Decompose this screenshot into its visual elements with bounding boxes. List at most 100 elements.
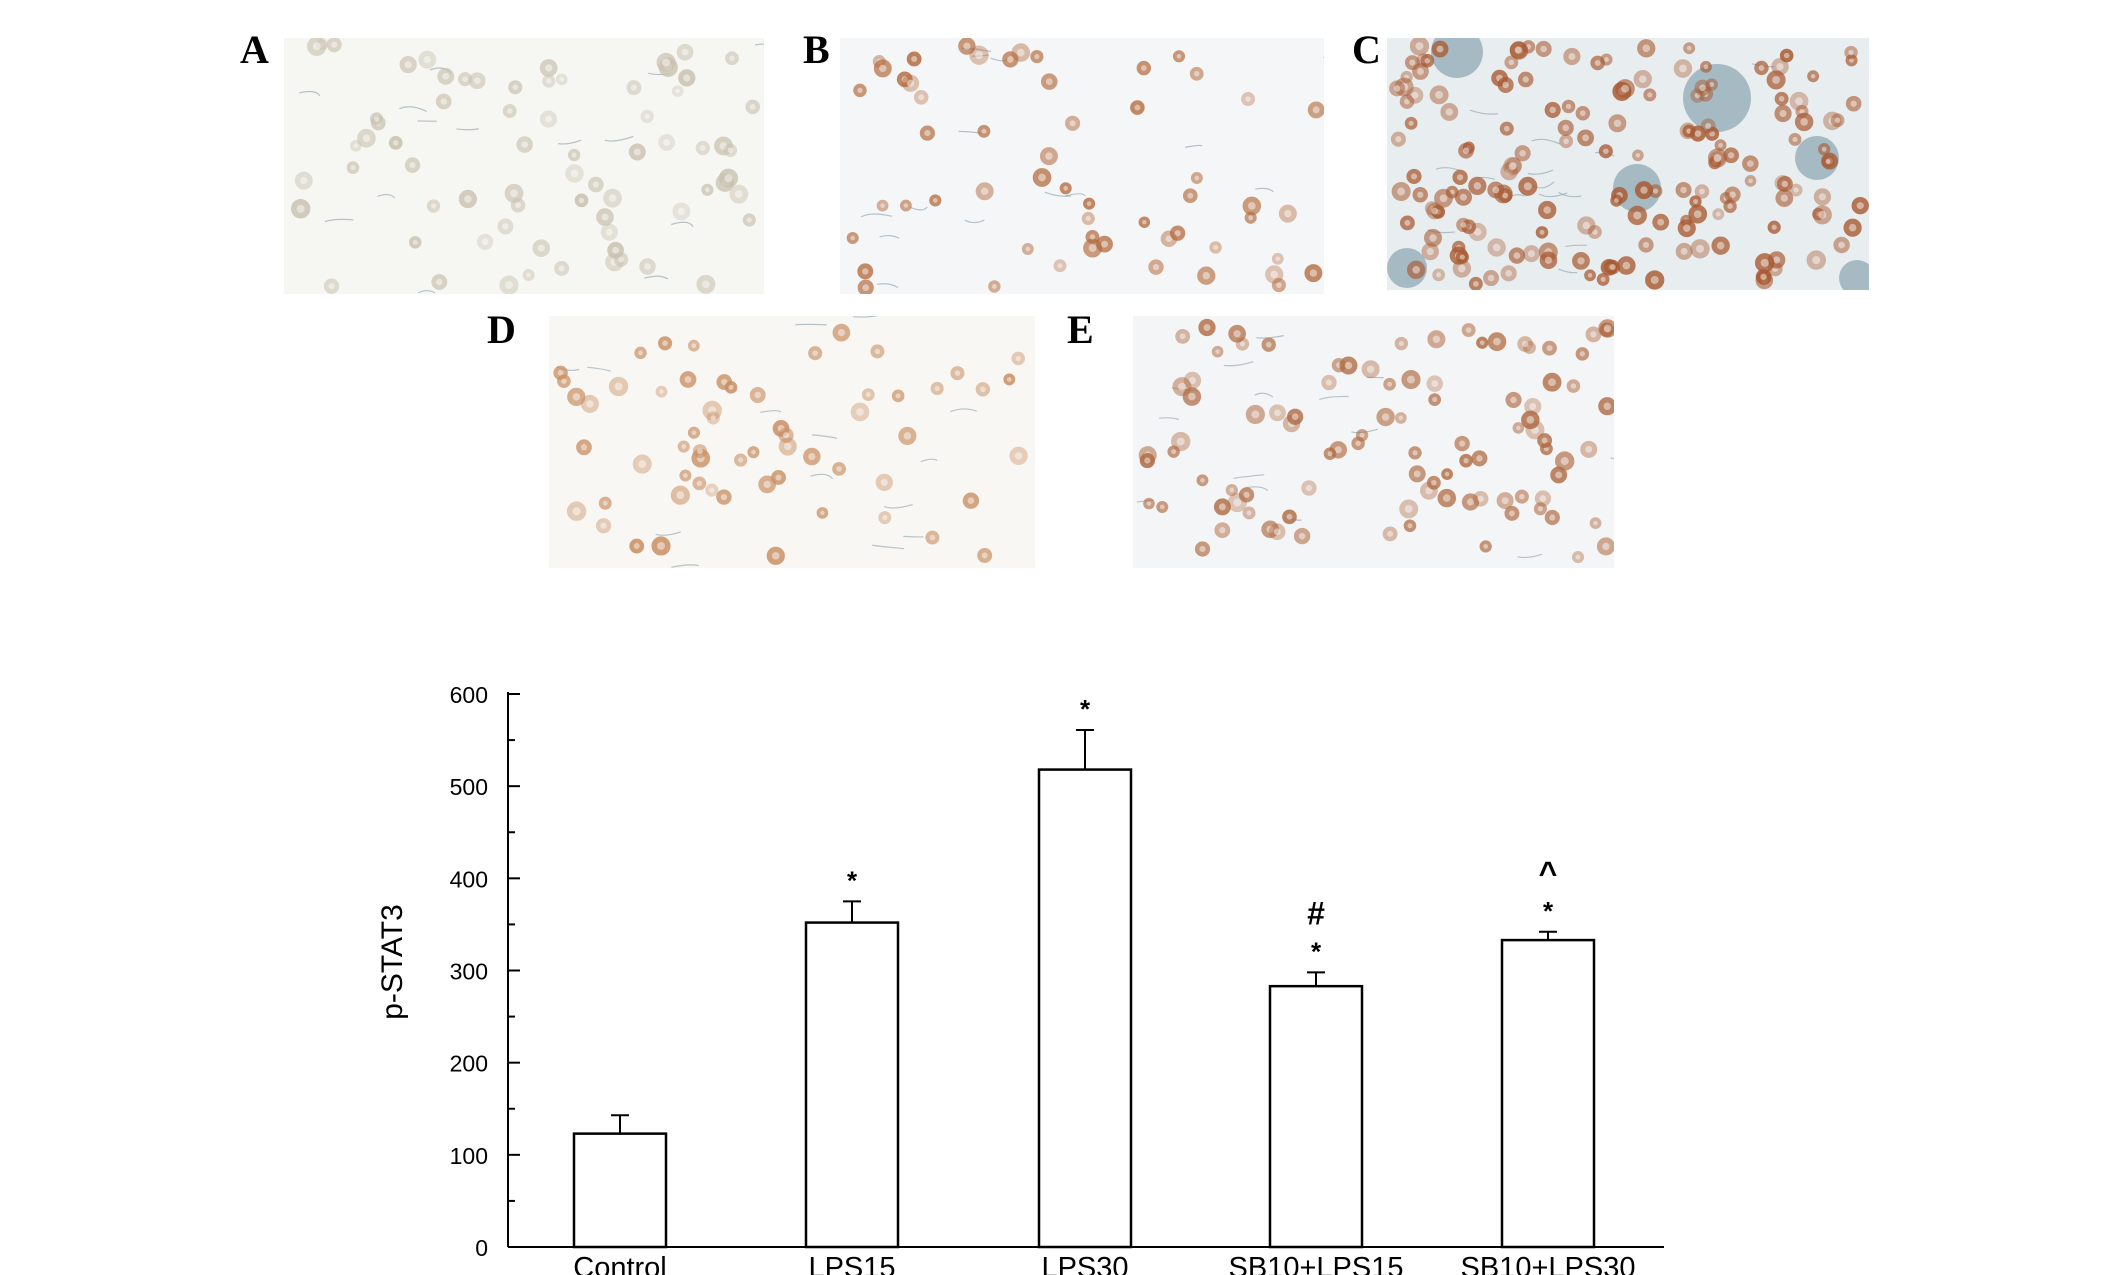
cell-nucleus <box>633 148 641 156</box>
stained-cell <box>716 489 732 505</box>
cell-nucleus <box>462 76 468 83</box>
stained-cell <box>1172 50 1186 63</box>
stained-cell <box>640 109 654 124</box>
cell-nucleus <box>1134 104 1141 111</box>
y-tick-label: 0 <box>475 1235 488 1261</box>
stained-cell <box>747 446 760 459</box>
panel-label-b: B <box>803 27 830 72</box>
stained-cell <box>1458 142 1474 159</box>
stained-cell <box>1637 39 1656 58</box>
cell-nucleus <box>1508 59 1515 66</box>
fiber-strand <box>883 503 913 509</box>
y-tick-label: 100 <box>450 1143 488 1169</box>
cell-nucleus <box>515 202 521 209</box>
cell-nucleus <box>1604 57 1609 62</box>
stained-cell <box>567 387 586 407</box>
y-tick-label: 600 <box>450 682 488 708</box>
cell-nucleus <box>1466 498 1475 506</box>
stained-cell <box>706 411 720 425</box>
cell-nucleus <box>1613 119 1622 127</box>
micrograph-c-image <box>1387 38 1869 290</box>
cell-nucleus <box>880 478 888 486</box>
fiber-strand <box>879 234 900 239</box>
stained-cell <box>1496 492 1514 510</box>
y-tick-label: 500 <box>450 774 488 800</box>
cell-nucleus <box>1273 528 1281 536</box>
stained-cell <box>1652 213 1670 231</box>
stained-cell <box>1833 236 1850 254</box>
cell-nucleus <box>662 340 668 347</box>
cell-nucleus <box>710 415 716 421</box>
cell-nucleus <box>612 246 620 254</box>
stained-cell <box>969 45 989 65</box>
fiber-strand <box>950 408 978 413</box>
cell-nucleus <box>526 272 531 278</box>
cell-nucleus <box>1541 437 1548 444</box>
significance-marker: * <box>847 865 858 895</box>
stained-cell <box>1505 157 1522 174</box>
cell-nucleus <box>600 522 607 529</box>
stained-cell <box>1700 60 1712 73</box>
stained-cell <box>803 447 821 466</box>
cell-nucleus <box>1243 491 1250 498</box>
cell-nucleus <box>879 64 887 73</box>
cell-nucleus <box>1539 229 1545 235</box>
stained-cell <box>1767 220 1781 234</box>
fiber-strand <box>1065 193 1086 197</box>
stained-cell <box>1454 188 1472 206</box>
cell-nucleus <box>1085 215 1091 222</box>
stained-cell <box>1483 270 1500 287</box>
cell-nucleus <box>963 42 971 50</box>
cell-nucleus <box>1592 229 1598 235</box>
stained-cell <box>1766 70 1786 90</box>
cell-nucleus <box>1856 202 1864 210</box>
stained-cell <box>1690 239 1710 259</box>
micrograph-c <box>1387 38 1869 290</box>
cell-nucleus <box>1493 337 1501 346</box>
cell-nucleus <box>1810 73 1816 79</box>
stained-cell <box>1440 103 1459 121</box>
stained-cell <box>1677 219 1696 238</box>
fiber-strand <box>903 535 924 538</box>
cell-nucleus <box>1298 532 1306 540</box>
stained-cell <box>1389 80 1406 97</box>
cell-nucleus <box>1679 64 1687 73</box>
cell-nucleus <box>1812 256 1821 265</box>
stained-cell <box>1522 245 1540 263</box>
stained-cell <box>574 193 589 208</box>
stained-cell <box>878 511 892 525</box>
cell-nucleus <box>1101 240 1109 248</box>
cell-nucleus <box>1417 68 1424 75</box>
cell-nucleus <box>1546 345 1553 352</box>
panel-label-e: E <box>1067 307 1094 352</box>
stained-cell <box>850 402 870 422</box>
cell-nucleus <box>1521 340 1529 348</box>
cell-nucleus <box>1686 45 1692 51</box>
cell-nucleus <box>1275 256 1281 262</box>
cell-nucleus <box>1165 235 1173 243</box>
cell-nucleus <box>1555 471 1563 479</box>
stained-cell <box>1577 216 1596 235</box>
stained-cell <box>1627 205 1647 226</box>
bar-control <box>572 1132 668 1249</box>
stained-cell <box>1096 235 1113 253</box>
cell-nucleus <box>924 130 931 137</box>
stained-cell <box>1175 328 1191 344</box>
fiber-strand <box>1319 395 1349 401</box>
fiber-strand <box>876 283 899 289</box>
stained-cell <box>1431 40 1449 58</box>
stained-cell <box>1500 265 1517 282</box>
fiber-strand <box>417 290 436 294</box>
stained-cell <box>598 496 612 510</box>
cell-nucleus <box>1709 130 1715 137</box>
cell-nucleus <box>1593 520 1598 526</box>
stain-blob <box>1683 64 1751 132</box>
cell-nucleus <box>1276 282 1282 288</box>
stained-cell <box>1503 156 1522 176</box>
stained-cell <box>1508 247 1526 264</box>
stained-cell <box>1421 242 1439 261</box>
stained-cell <box>1382 526 1398 542</box>
stained-cell <box>1211 345 1224 358</box>
stained-cell <box>873 59 892 78</box>
cell-nucleus <box>683 473 688 478</box>
